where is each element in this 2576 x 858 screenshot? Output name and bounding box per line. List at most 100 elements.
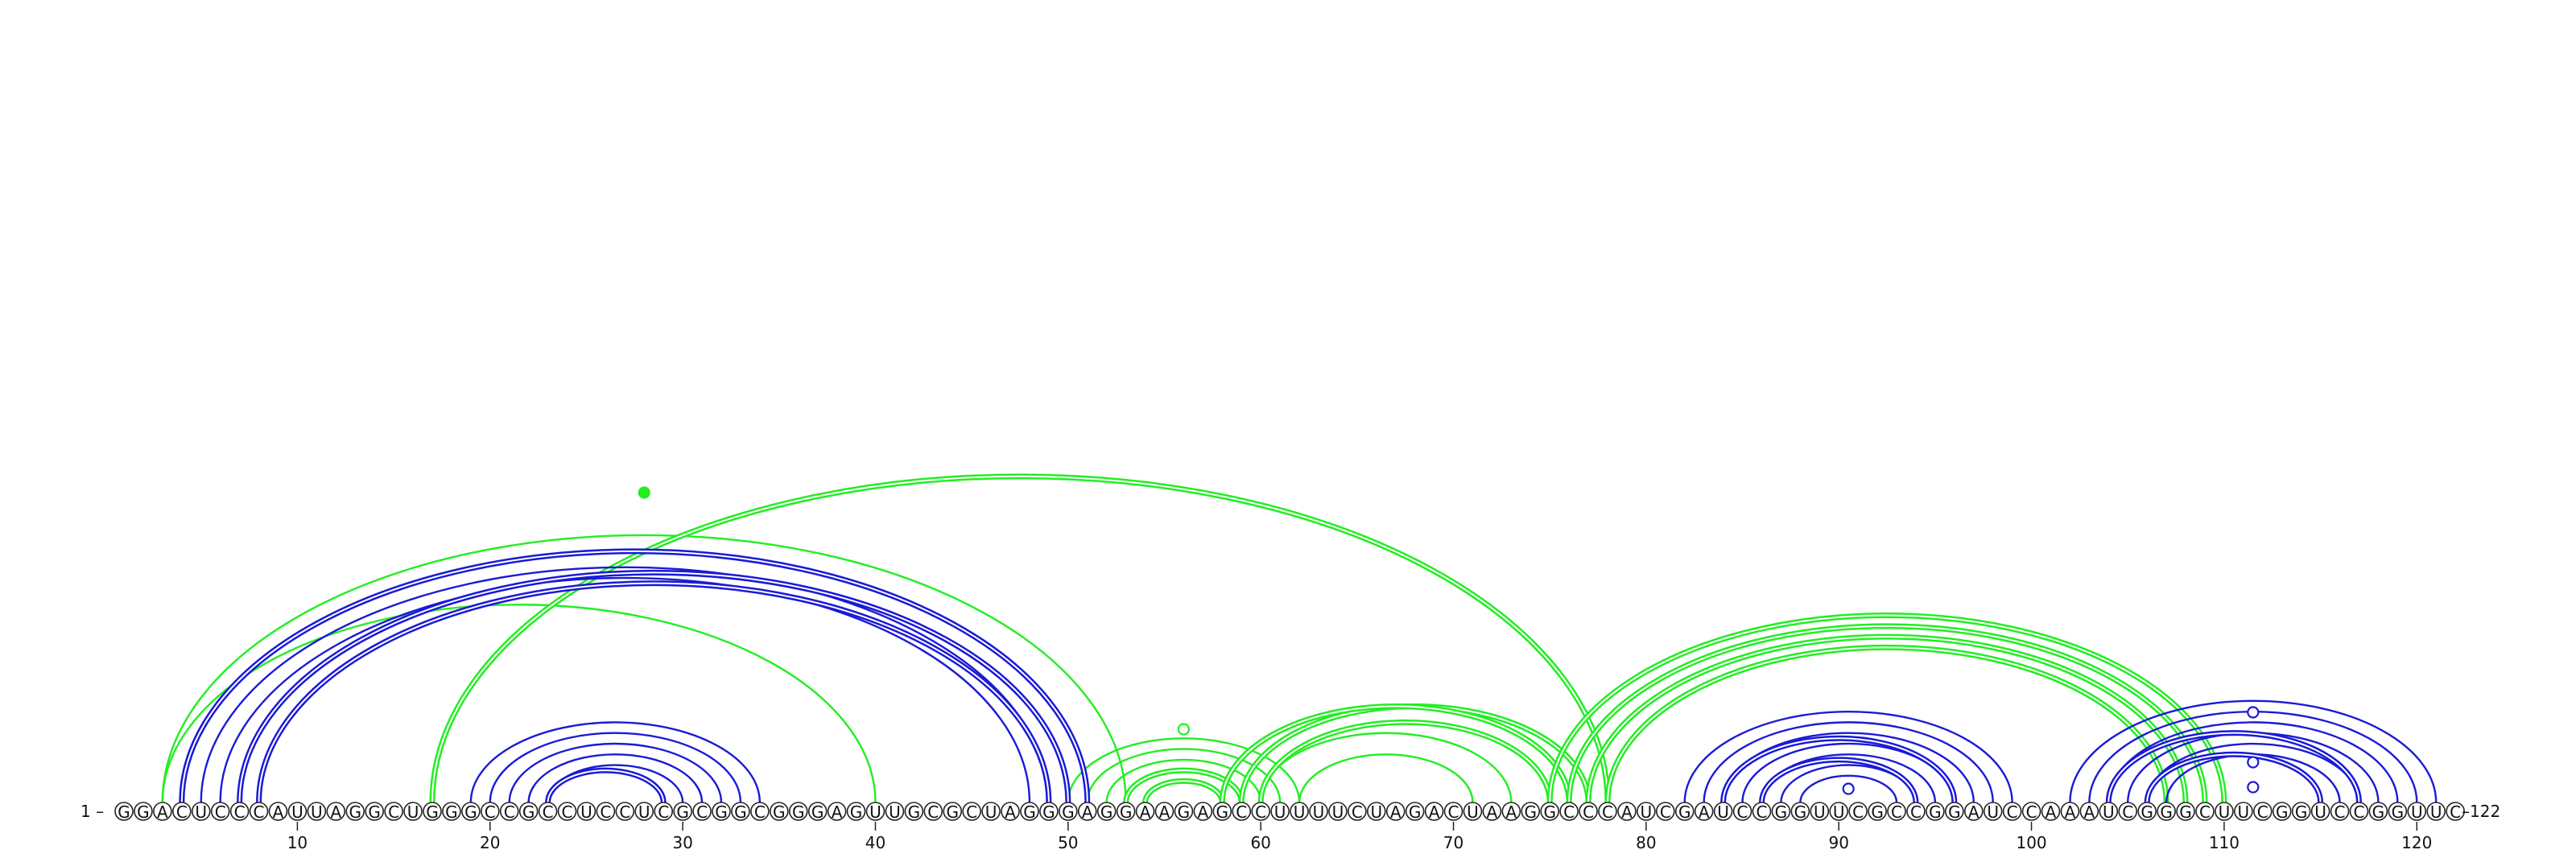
- nucleotide: G: [2176, 802, 2195, 822]
- nucleotide-circle: [1077, 802, 1097, 821]
- nucleotide-letter: U: [1294, 802, 1306, 822]
- nucleotide: U: [1810, 802, 1830, 822]
- nucleotide: A: [1963, 802, 1984, 822]
- nucleotide-circle: [769, 802, 789, 821]
- nucleotide-letter: G: [1120, 802, 1133, 822]
- nucleotide-circle: [692, 802, 712, 821]
- nucleotide-letter: G: [811, 802, 824, 822]
- nucleotide: C: [615, 802, 635, 822]
- nucleotide-circle: [1096, 802, 1117, 821]
- nucleotide-circle: [2021, 802, 2041, 821]
- nucleotide-circle: [1424, 802, 1444, 821]
- nucleotide-letter: G: [522, 802, 535, 822]
- nucleotide-letter: U: [889, 802, 901, 822]
- nucleotide: U: [2234, 802, 2253, 822]
- nucleotide-letter: G: [946, 802, 959, 822]
- blue-double-arc: [1720, 735, 1958, 803]
- nucleotide-letter: C: [696, 802, 708, 822]
- nucleotide: G: [1405, 802, 1425, 822]
- nucleotide-letter: A: [1159, 802, 1170, 822]
- nucleotide-circle: [1656, 802, 1675, 821]
- nucleotide-circle: [904, 802, 924, 821]
- nucleotide-circle: [326, 802, 346, 821]
- nucleotide-circle: [2426, 802, 2446, 821]
- nucleotide-letter: A: [832, 802, 843, 822]
- nucleotide-circle: [1116, 802, 1136, 821]
- nucleotide-circle: [1270, 802, 1290, 821]
- nucleotide-letter: G: [426, 802, 439, 822]
- blue-arc: [527, 753, 704, 803]
- nucleotide: C: [1598, 802, 1617, 822]
- nucleotide-letter: G: [2276, 802, 2289, 822]
- nucleotide-circle: [1154, 802, 1174, 821]
- nucleotide-circle: [1810, 802, 1830, 821]
- nucleotide-letter: G: [1948, 802, 1961, 822]
- nucleotide: C: [1251, 802, 1270, 822]
- nucleotide-circle: [1540, 802, 1559, 821]
- nucleotide-circle: [461, 802, 481, 821]
- nucleotide-letter: C: [504, 802, 515, 822]
- nucleotide-circle: [2079, 802, 2099, 821]
- end-label: –122: [2462, 802, 2500, 821]
- nucleotide-circle: [981, 802, 1001, 821]
- nucleotide-letter: U: [580, 802, 592, 822]
- blue-arc: [489, 732, 742, 803]
- nucleotide-letter: G: [2160, 802, 2173, 822]
- nucleotide: A: [2079, 802, 2099, 822]
- nucleotide-circle: [788, 802, 808, 821]
- nucleotide-letter: U: [2103, 802, 2115, 822]
- nucleotide: G: [1039, 802, 1059, 822]
- nucleotide: C: [2349, 802, 2369, 822]
- nucleotide: U: [576, 802, 597, 822]
- nucleotide: C: [2252, 802, 2273, 822]
- nucleotide-letter: G: [850, 802, 863, 822]
- nucleotide-circle: [1771, 802, 1791, 821]
- blue-double-arc-gap: [2107, 732, 2360, 803]
- nucleotide: G: [1212, 802, 1232, 822]
- nucleotide: G: [345, 802, 365, 822]
- nucleotide-circle: [2234, 802, 2253, 821]
- nucleotide-circle: [2215, 802, 2234, 821]
- circle-marker-icon: [2247, 756, 2260, 769]
- nucleotide-letter: A: [1005, 802, 1016, 822]
- nucleotide-letter: U: [311, 802, 323, 822]
- green-double-arc-gap: [1221, 705, 1571, 803]
- nucleotide-letter: U: [638, 802, 650, 822]
- nucleotide: G: [1790, 802, 1810, 822]
- nucleotide-circle: [865, 802, 886, 821]
- nucleotide-letter: C: [966, 802, 977, 822]
- nucleotide-letter: C: [1737, 802, 1748, 822]
- nucleotide-letter: U: [2219, 802, 2231, 822]
- nucleotide-circle: [249, 802, 269, 821]
- nucleotide: A: [1135, 802, 1155, 822]
- nucleotide-letter: A: [1621, 802, 1633, 822]
- nucleotide-circle: [750, 802, 770, 821]
- nucleotide-letter: U: [1467, 802, 1479, 822]
- nucleotide-circle: [1174, 802, 1194, 821]
- nucleotide-circle: [384, 802, 403, 821]
- nucleotide: G: [1174, 802, 1194, 822]
- nucleotide: C: [1887, 802, 1906, 822]
- circle-marker-icon: [2247, 706, 2260, 719]
- nucleotide-letter: U: [1833, 802, 1845, 822]
- blue-arc: [1799, 774, 1898, 803]
- green-double-arc-gap: [1260, 721, 1551, 803]
- nucleotide: C: [249, 802, 269, 822]
- nucleotide: U: [1637, 802, 1656, 822]
- nucleotide-letter: G: [2295, 802, 2308, 822]
- nucleotide: C: [210, 802, 230, 822]
- nucleotide: A: [2041, 802, 2061, 822]
- tick-layer: 10 20 30 40 50 60 70 80 90 100 110 120: [287, 822, 2432, 852]
- nucleotide-circle: [1617, 802, 1637, 821]
- nucleotide: U: [2215, 802, 2234, 822]
- tick-label: 110: [2209, 833, 2240, 852]
- nucleotide-letter: C: [2353, 802, 2364, 822]
- nucleotide-letter: G: [368, 802, 381, 822]
- tick-label: 40: [865, 833, 886, 852]
- blue-arc: [1703, 721, 1994, 803]
- nucleotide-letter: C: [215, 802, 226, 822]
- nucleotide-letter: G: [2140, 802, 2153, 822]
- nucleotide-circle: [1463, 802, 1483, 821]
- tick-label: 100: [2016, 833, 2046, 852]
